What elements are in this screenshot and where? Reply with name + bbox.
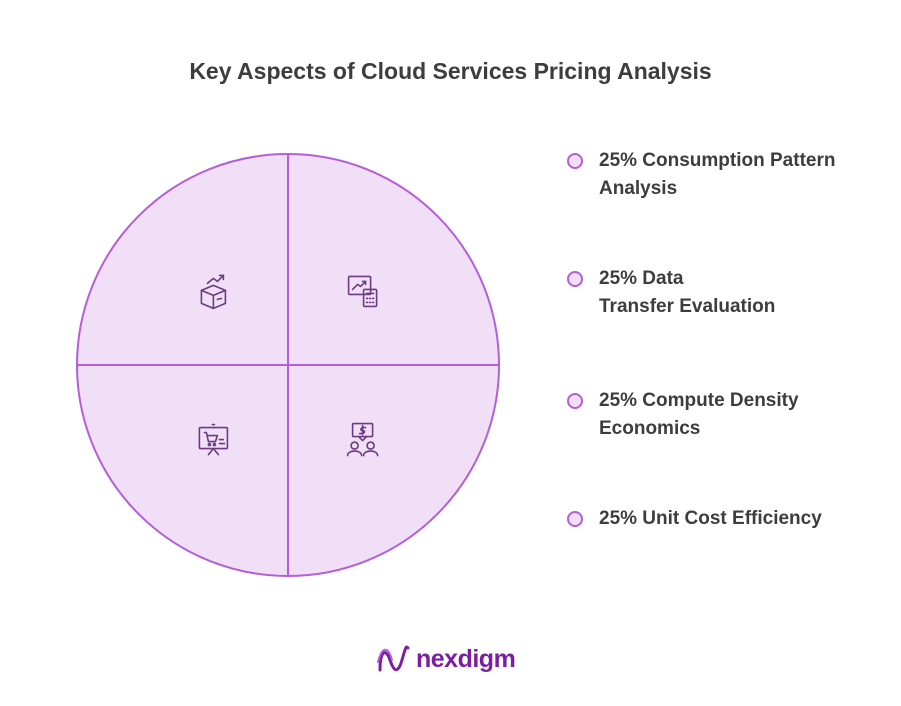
legend-marker — [567, 271, 583, 287]
legend-label: 25% Unit Cost Efficiency — [599, 508, 822, 529]
chart-title: Key Aspects of Cloud Services Pricing An… — [189, 58, 712, 84]
nexdigm-wave-logo-icon — [377, 645, 410, 672]
legend-label: 25% Compute Density Economics — [599, 390, 799, 439]
cart-presentation-icon — [198, 423, 229, 456]
legend-label: 25% Data Transfer Evaluation — [599, 268, 776, 317]
legend-marker — [567, 511, 583, 527]
brand-name: nexdigm — [416, 645, 516, 673]
legend-marker — [567, 153, 583, 169]
legend-marker — [567, 393, 583, 409]
chart-calculator-icon — [347, 275, 378, 308]
pie-slice — [287, 364, 501, 578]
pie-slice — [75, 152, 289, 366]
brand-logo: nexdigm — [376, 640, 546, 680]
pie-slice — [75, 364, 289, 578]
people-dollar-icon — [346, 422, 379, 457]
pie-slice — [287, 152, 501, 366]
box-growth-icon — [200, 274, 227, 310]
legend-label: 25% Consumption Pattern Analysis — [599, 150, 836, 199]
